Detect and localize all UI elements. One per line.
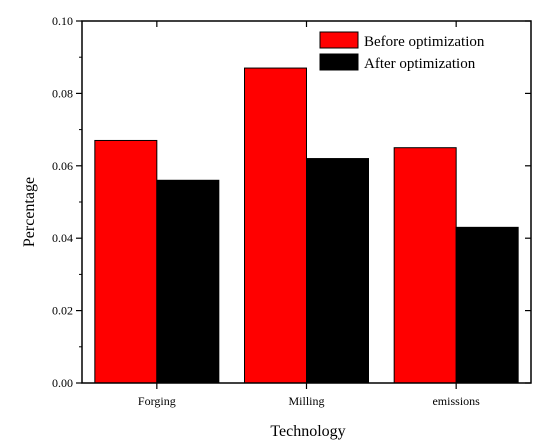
bar-after-forging xyxy=(156,179,220,384)
y-tick-label: 0.00 xyxy=(52,376,73,390)
x-axis-title: Technology xyxy=(270,423,345,440)
y-tick-label: 0.04 xyxy=(52,231,73,245)
x-axis: Forging Milling emissions xyxy=(138,21,480,408)
y-tick-label: 0.06 xyxy=(52,159,73,173)
bar-after-emissions xyxy=(455,226,519,384)
legend: Before optimization After optimization xyxy=(319,31,485,72)
y-axis: 0.00 0.02 0.04 0.06 0.08 0.10 xyxy=(52,14,531,390)
bar-before-emissions xyxy=(393,147,457,384)
bar-before-milling xyxy=(244,67,307,384)
bar-after-milling xyxy=(306,158,369,384)
x-tick-label: emissions xyxy=(432,394,480,408)
x-tick-label: Milling xyxy=(288,394,324,408)
x-tick-label: Forging xyxy=(138,394,176,408)
legend-swatch-before xyxy=(319,31,359,49)
legend-label-after: After optimization xyxy=(364,56,476,72)
y-tick-label: 0.10 xyxy=(52,14,73,28)
legend-swatch-after xyxy=(319,53,359,71)
y-tick-label: 0.02 xyxy=(52,304,73,318)
bar-before-forging xyxy=(94,139,158,384)
y-tick-label: 0.08 xyxy=(52,86,73,100)
y-axis-title: Percentage xyxy=(21,177,38,247)
bars-layer xyxy=(94,67,519,384)
legend-label-before: Before optimization xyxy=(364,34,485,50)
